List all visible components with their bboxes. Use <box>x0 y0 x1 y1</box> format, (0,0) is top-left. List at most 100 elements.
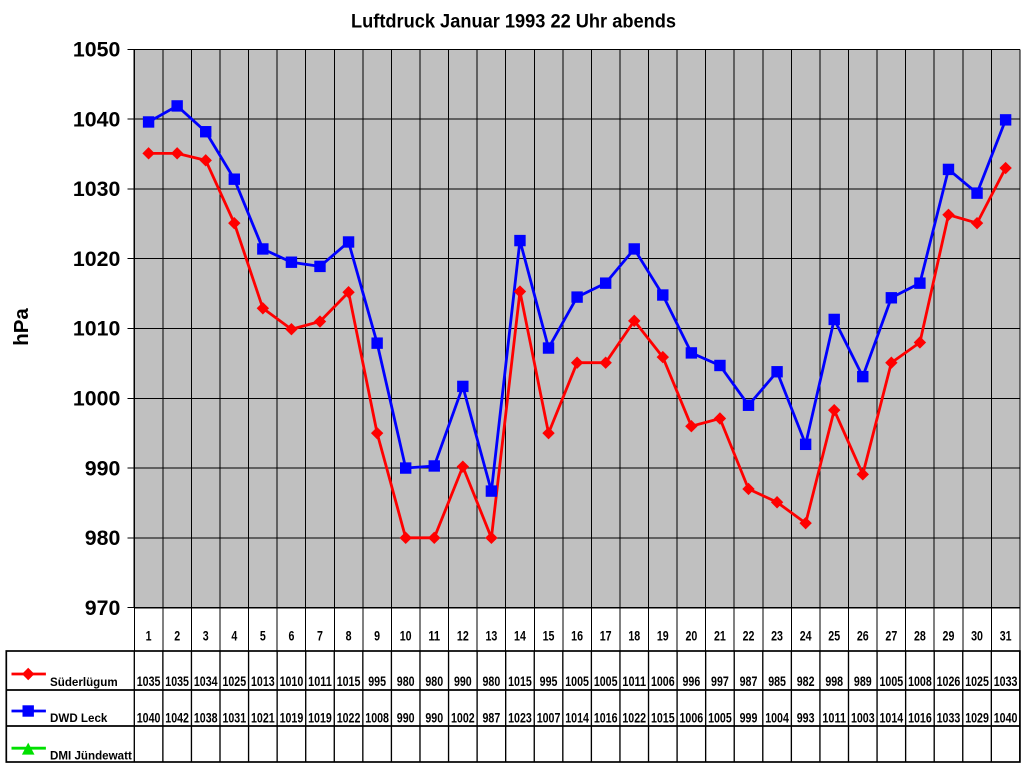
svg-text:1008: 1008 <box>908 673 932 689</box>
svg-text:1026: 1026 <box>937 673 961 689</box>
svg-text:20: 20 <box>685 628 697 644</box>
svg-text:1005: 1005 <box>880 673 904 689</box>
svg-text:1010: 1010 <box>73 317 120 341</box>
svg-text:1006: 1006 <box>680 709 704 725</box>
svg-text:26: 26 <box>857 628 869 644</box>
svg-text:27: 27 <box>885 628 897 644</box>
svg-text:4: 4 <box>231 628 237 644</box>
svg-text:1033: 1033 <box>937 709 961 725</box>
svg-text:993: 993 <box>797 709 815 725</box>
svg-text:1006: 1006 <box>651 673 675 689</box>
svg-text:21: 21 <box>714 628 726 644</box>
svg-text:12: 12 <box>457 628 469 644</box>
svg-text:3: 3 <box>203 628 209 644</box>
svg-text:1029: 1029 <box>965 709 989 725</box>
svg-text:1007: 1007 <box>537 709 561 725</box>
svg-text:29: 29 <box>943 628 955 644</box>
svg-text:1034: 1034 <box>194 673 218 689</box>
svg-text:1003: 1003 <box>851 709 875 725</box>
svg-text:1002: 1002 <box>451 709 475 725</box>
svg-text:17: 17 <box>600 628 612 644</box>
svg-text:1013: 1013 <box>251 673 275 689</box>
svg-text:1: 1 <box>146 628 152 644</box>
svg-text:Süderlügum: Süderlügum <box>50 676 118 689</box>
svg-text:1038: 1038 <box>194 709 218 725</box>
svg-text:997: 997 <box>711 673 729 689</box>
svg-text:1011: 1011 <box>308 673 332 689</box>
svg-text:1030: 1030 <box>73 177 120 201</box>
svg-text:1005: 1005 <box>594 673 618 689</box>
svg-text:980: 980 <box>425 673 443 689</box>
svg-text:980: 980 <box>397 673 415 689</box>
svg-text:995: 995 <box>368 673 386 689</box>
svg-text:1005: 1005 <box>708 709 732 725</box>
svg-text:1004: 1004 <box>765 709 789 725</box>
svg-text:13: 13 <box>485 628 497 644</box>
svg-text:DMI Jündewatt: DMI Jündewatt <box>50 749 132 762</box>
svg-text:982: 982 <box>797 673 815 689</box>
svg-text:23: 23 <box>771 628 783 644</box>
svg-text:25: 25 <box>828 628 840 644</box>
svg-text:1019: 1019 <box>308 709 332 725</box>
svg-text:1022: 1022 <box>622 709 646 725</box>
svg-text:1000: 1000 <box>73 386 120 410</box>
svg-text:990: 990 <box>397 709 415 725</box>
svg-text:1031: 1031 <box>222 709 246 725</box>
svg-text:1005: 1005 <box>565 673 589 689</box>
svg-text:6: 6 <box>288 628 294 644</box>
svg-text:22: 22 <box>743 628 755 644</box>
svg-text:1011: 1011 <box>822 709 846 725</box>
svg-text:7: 7 <box>317 628 323 644</box>
svg-text:15: 15 <box>543 628 555 644</box>
svg-text:985: 985 <box>768 673 786 689</box>
svg-text:24: 24 <box>800 628 812 644</box>
svg-text:987: 987 <box>740 673 758 689</box>
svg-text:998: 998 <box>825 673 843 689</box>
svg-text:hPa: hPa <box>10 308 33 346</box>
svg-text:2: 2 <box>174 628 180 644</box>
svg-text:970: 970 <box>85 596 121 620</box>
svg-text:1019: 1019 <box>280 709 304 725</box>
svg-text:980: 980 <box>483 673 501 689</box>
svg-text:999: 999 <box>740 709 758 725</box>
svg-text:10: 10 <box>400 628 412 644</box>
svg-text:31: 31 <box>1000 628 1012 644</box>
svg-text:1016: 1016 <box>594 709 618 725</box>
svg-text:1015: 1015 <box>508 673 532 689</box>
svg-text:996: 996 <box>682 673 700 689</box>
svg-text:28: 28 <box>914 628 926 644</box>
svg-text:1008: 1008 <box>365 709 389 725</box>
svg-text:990: 990 <box>85 456 121 480</box>
svg-text:30: 30 <box>971 628 983 644</box>
svg-text:1011: 1011 <box>622 673 646 689</box>
svg-text:1025: 1025 <box>965 673 989 689</box>
svg-text:1023: 1023 <box>508 709 532 725</box>
svg-text:1015: 1015 <box>651 709 675 725</box>
svg-text:1022: 1022 <box>337 709 361 725</box>
svg-text:990: 990 <box>454 673 472 689</box>
svg-text:995: 995 <box>540 673 558 689</box>
svg-text:1020: 1020 <box>73 247 120 271</box>
svg-text:989: 989 <box>854 673 872 689</box>
svg-text:980: 980 <box>85 526 121 550</box>
svg-text:1050: 1050 <box>73 38 120 62</box>
svg-text:1042: 1042 <box>165 709 189 725</box>
svg-text:1021: 1021 <box>251 709 275 725</box>
svg-text:1014: 1014 <box>565 709 589 725</box>
svg-text:18: 18 <box>628 628 640 644</box>
svg-text:987: 987 <box>483 709 501 725</box>
svg-text:1040: 1040 <box>73 107 120 131</box>
svg-text:8: 8 <box>346 628 352 644</box>
svg-text:11: 11 <box>428 628 440 644</box>
svg-text:1040: 1040 <box>137 709 161 725</box>
svg-text:1025: 1025 <box>222 673 246 689</box>
svg-text:9: 9 <box>374 628 380 644</box>
svg-text:1015: 1015 <box>337 673 361 689</box>
svg-text:16: 16 <box>571 628 583 644</box>
svg-text:1010: 1010 <box>280 673 304 689</box>
svg-text:DWD Leck: DWD Leck <box>50 712 108 725</box>
svg-text:Luftdruck Januar 1993 22 Uhr a: Luftdruck Januar 1993 22 Uhr abends <box>351 11 676 33</box>
svg-text:1014: 1014 <box>880 709 904 725</box>
svg-text:5: 5 <box>260 628 266 644</box>
svg-text:14: 14 <box>514 628 526 644</box>
